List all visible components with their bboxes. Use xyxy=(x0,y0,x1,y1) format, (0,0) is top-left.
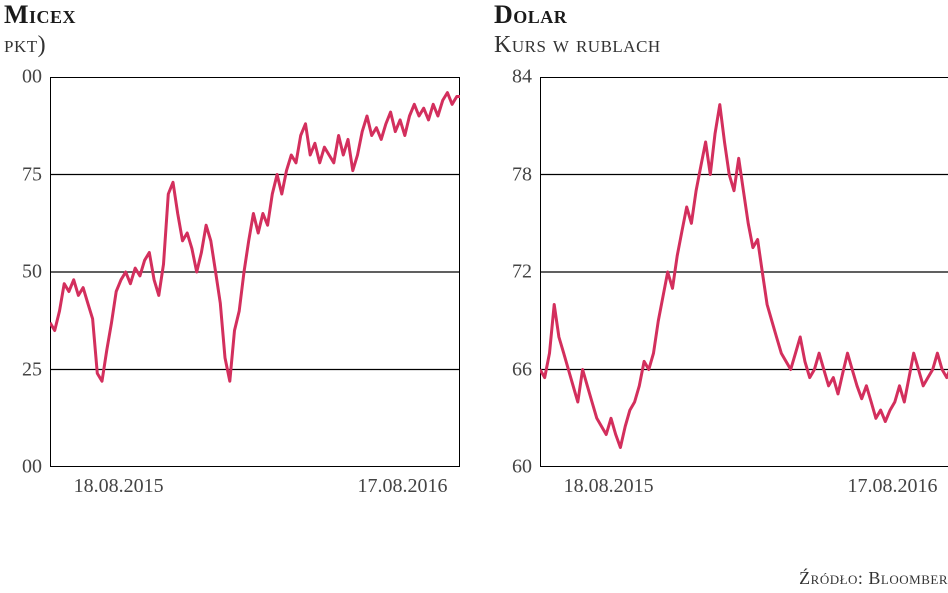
y-tick-label: 72 xyxy=(512,261,532,284)
x-tick-label: 18.08.2015 xyxy=(564,475,654,498)
x-tick-label: 17.08.2016 xyxy=(358,475,448,498)
chart-plot xyxy=(540,77,948,467)
data-line xyxy=(540,105,948,448)
y-tick-label: 25 xyxy=(22,358,42,381)
chart-title: Dolar xyxy=(490,0,948,30)
y-tick-label: 00 xyxy=(22,66,42,89)
y-tick-label: 84 xyxy=(512,66,532,89)
chart-subtitle: Kurs w rublach xyxy=(490,32,948,59)
y-tick-label: 78 xyxy=(512,163,532,186)
source-attribution: Źródło: Bloomber xyxy=(799,568,948,589)
chart-title: Micex xyxy=(0,0,460,30)
y-tick-label: 00 xyxy=(22,456,42,479)
chart-block-0: Micexpkt) 00 25 50 75 00 18.08.2015 17.08.2016 xyxy=(0,0,460,505)
x-tick-label: 17.08.2016 xyxy=(848,475,938,498)
data-line xyxy=(50,93,460,382)
chart-plot xyxy=(50,77,460,467)
x-tick-label: 18.08.2015 xyxy=(74,475,164,498)
chart-block-1: DolarKurs w rublach 60 66 72 78 84 18.08.2015 1… xyxy=(490,0,948,505)
y-tick-label: 75 xyxy=(22,163,42,186)
y-tick-label: 60 xyxy=(512,456,532,479)
y-tick-label: 50 xyxy=(22,261,42,284)
y-tick-label: 66 xyxy=(512,358,532,381)
chart-subtitle: pkt) xyxy=(0,32,460,59)
